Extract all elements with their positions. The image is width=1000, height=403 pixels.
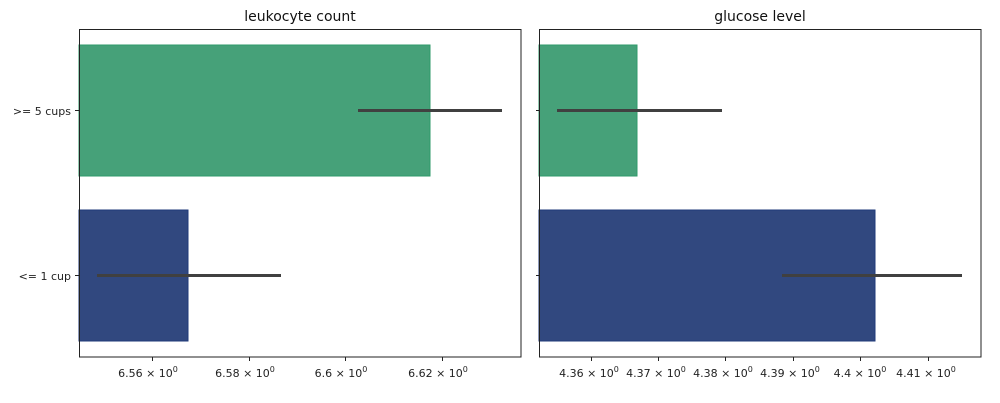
x-tick-label: 4.4 × 100: [834, 365, 887, 380]
x-tick-label: 4.39 × 100: [760, 365, 820, 380]
panel-leukocyte-count: leukocyte count >= 5 cups <= 1 cup 6.56 …: [13, 9, 522, 380]
x-tick-label: 6.6 × 100: [315, 365, 368, 380]
x-tick-label: 4.36 × 100: [559, 365, 619, 380]
x-tick-label: 6.62 × 100: [408, 365, 468, 380]
panel-title: glucose level: [714, 9, 806, 25]
x-tick-label: 4.41 × 100: [896, 365, 956, 380]
panel-glucose-level: glucose level 4.36 × 100 4.37 × 100 4.38…: [536, 9, 982, 380]
axes-frame: [539, 29, 982, 358]
axes-frame: [79, 29, 522, 358]
x-tick-label: 4.37 × 100: [626, 365, 686, 380]
panel-title: leukocyte count: [244, 9, 356, 25]
y-tick-label-ge-5-cups: >= 5 cups: [13, 105, 71, 118]
x-tick-label: 6.58 × 100: [215, 365, 275, 380]
x-tick-label: 4.38 × 100: [693, 365, 753, 380]
x-tick-label: 6.56 × 100: [118, 365, 178, 380]
y-tick-label-le-1-cup: <= 1 cup: [19, 270, 71, 283]
